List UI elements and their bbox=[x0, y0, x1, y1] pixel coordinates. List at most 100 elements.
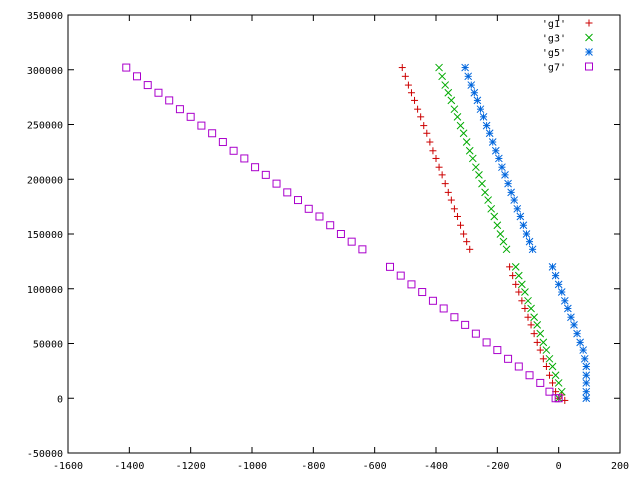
x-tick-label: -1200 bbox=[176, 461, 206, 472]
data-point bbox=[525, 237, 534, 246]
data-point bbox=[426, 138, 434, 146]
data-point bbox=[582, 362, 591, 371]
data-point bbox=[165, 96, 174, 105]
data-point bbox=[438, 72, 446, 81]
x-tick-label: 0 bbox=[556, 461, 562, 472]
data-point bbox=[484, 196, 492, 204]
data-point bbox=[530, 313, 538, 322]
data-point bbox=[386, 262, 394, 271]
data-point bbox=[294, 196, 302, 205]
data-point bbox=[518, 297, 526, 305]
data-point bbox=[548, 262, 557, 271]
data-point bbox=[240, 154, 249, 163]
data-point bbox=[524, 313, 532, 321]
data-point bbox=[542, 362, 550, 370]
data-point bbox=[527, 304, 535, 313]
data-point bbox=[420, 122, 428, 130]
data-point bbox=[283, 188, 292, 197]
data-point bbox=[347, 237, 356, 246]
legend-label: 'g7' bbox=[542, 63, 566, 74]
data-point bbox=[542, 346, 551, 354]
data-point bbox=[487, 204, 496, 213]
data-point bbox=[396, 271, 405, 280]
data-point bbox=[444, 188, 452, 196]
data-point bbox=[462, 138, 471, 146]
legend-marker bbox=[585, 19, 593, 27]
data-point bbox=[404, 81, 412, 89]
legend-marker bbox=[585, 48, 593, 56]
y-tick-label: 100000 bbox=[27, 285, 63, 296]
data-point bbox=[272, 179, 281, 188]
data-point bbox=[573, 329, 581, 338]
data-point bbox=[511, 262, 520, 271]
series-g5 bbox=[461, 63, 591, 403]
data-point bbox=[398, 64, 406, 72]
data-point bbox=[504, 179, 512, 188]
data-point bbox=[465, 146, 474, 155]
data-point bbox=[472, 163, 480, 172]
data-point bbox=[456, 121, 465, 130]
data-point bbox=[498, 163, 506, 172]
data-point bbox=[476, 105, 485, 114]
y-tick-label: 200000 bbox=[27, 175, 63, 186]
data-point bbox=[560, 296, 569, 305]
data-point bbox=[521, 304, 529, 312]
data-point bbox=[509, 272, 517, 280]
data-point bbox=[304, 204, 313, 213]
data-point bbox=[502, 245, 511, 254]
data-point bbox=[482, 338, 491, 347]
data-point bbox=[450, 105, 459, 114]
data-point bbox=[539, 338, 548, 347]
data-point bbox=[175, 105, 184, 114]
data-point bbox=[186, 112, 195, 121]
data-point bbox=[549, 379, 557, 387]
data-point bbox=[229, 146, 238, 155]
data-point bbox=[473, 96, 482, 105]
data-point bbox=[499, 237, 508, 246]
data-point bbox=[441, 180, 449, 188]
data-point bbox=[557, 387, 566, 396]
legend-label: 'g1' bbox=[542, 19, 566, 30]
data-point bbox=[582, 371, 591, 380]
y-tick-label: 250000 bbox=[27, 121, 63, 132]
data-point bbox=[530, 330, 538, 338]
data-point bbox=[438, 171, 446, 179]
data-point bbox=[551, 271, 560, 280]
data-point bbox=[428, 296, 437, 305]
data-point bbox=[554, 394, 563, 403]
data-point bbox=[518, 280, 526, 289]
x-tick-label: -600 bbox=[363, 461, 387, 472]
data-point bbox=[539, 355, 547, 363]
data-point bbox=[490, 212, 499, 221]
data-point bbox=[576, 338, 584, 347]
data-point bbox=[582, 379, 591, 387]
legend-label: 'g3' bbox=[542, 34, 566, 45]
data-point bbox=[475, 171, 483, 179]
data-point bbox=[478, 179, 486, 188]
data-point bbox=[551, 371, 560, 380]
data-point bbox=[514, 362, 523, 371]
data-point bbox=[336, 230, 345, 238]
data-point bbox=[418, 288, 427, 297]
x-tick-label: -200 bbox=[485, 461, 509, 472]
data-point bbox=[432, 154, 440, 162]
data-point bbox=[536, 329, 545, 338]
series-g3 bbox=[435, 63, 566, 403]
data-point bbox=[548, 362, 557, 371]
data-point bbox=[453, 112, 462, 121]
data-point bbox=[491, 146, 500, 155]
data-point bbox=[482, 121, 491, 130]
x-axis: -1600 -1400 -1200 -1000 -800 -600 -400 -200 0 200 bbox=[53, 15, 629, 472]
data-point bbox=[515, 288, 523, 296]
data-point bbox=[450, 205, 458, 213]
data-point bbox=[197, 121, 206, 130]
data-point bbox=[459, 129, 468, 138]
data-point bbox=[481, 188, 489, 197]
data-point bbox=[525, 371, 534, 380]
y-tick-label: 150000 bbox=[27, 230, 63, 241]
data-point bbox=[507, 188, 515, 197]
data-point bbox=[493, 221, 502, 230]
data-point bbox=[512, 280, 520, 288]
x-tick-label: -1000 bbox=[237, 461, 267, 472]
